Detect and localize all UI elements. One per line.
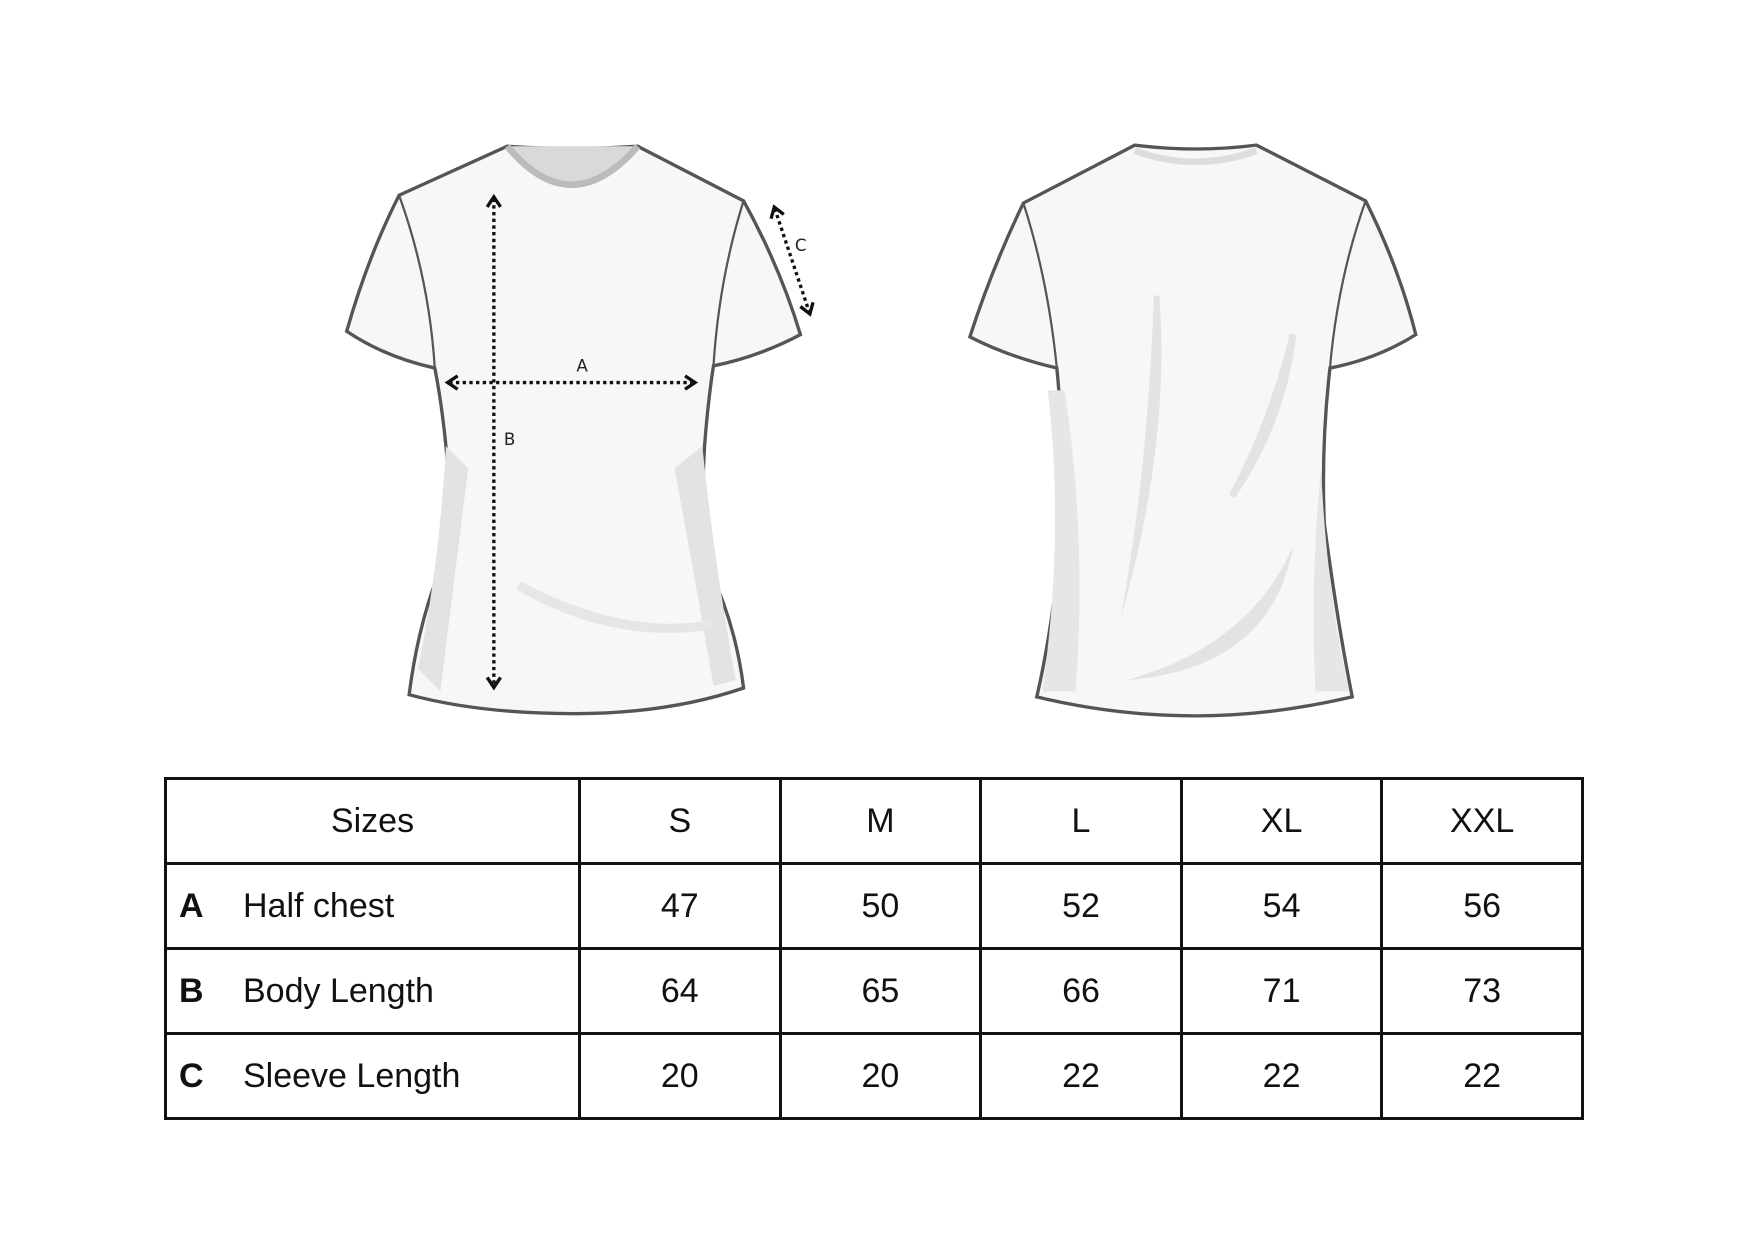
- cell: 22: [1380, 1032, 1584, 1120]
- header-size-s: S: [578, 777, 782, 865]
- cell: 65: [778, 947, 983, 1035]
- cell: 22: [979, 1032, 1183, 1120]
- row-name: Half chest: [243, 886, 395, 925]
- cell: 71: [1179, 947, 1384, 1035]
- size-chart-table: Sizes S M L XL XXL A Half chest 47 50 52 …: [164, 777, 1584, 1120]
- cell: 52: [979, 862, 1183, 950]
- row-name: Body Length: [243, 971, 434, 1010]
- cell: 54: [1179, 862, 1384, 950]
- header-size-l: L: [979, 777, 1183, 865]
- back-tshirt-illustration: [967, 143, 1418, 718]
- cell: 20: [578, 1032, 782, 1120]
- row-letter: B: [179, 971, 204, 1010]
- front-tshirt-illustration: A B C: [344, 144, 815, 716]
- label-a: A: [576, 355, 588, 375]
- header-size-xxl: XXL: [1380, 777, 1584, 865]
- cell: 50: [778, 862, 983, 950]
- cell: 47: [578, 862, 782, 950]
- label-b: B: [504, 429, 515, 449]
- header-size-m: M: [778, 777, 983, 865]
- cell: 56: [1380, 862, 1584, 950]
- header-sizes: Sizes: [164, 777, 581, 865]
- sleeve-length-arrow: [769, 204, 815, 317]
- table-row: C Sleeve Length 20 20 22 22 22: [164, 1032, 1584, 1120]
- header-size-xl: XL: [1179, 777, 1384, 865]
- row-label: A Half chest: [164, 862, 581, 950]
- cell: 64: [578, 947, 782, 1035]
- cell: 66: [979, 947, 1183, 1035]
- cell: 73: [1380, 947, 1584, 1035]
- table-header-row: Sizes S M L XL XXL: [164, 777, 1584, 865]
- row-label: C Sleeve Length: [164, 1032, 581, 1120]
- row-letter: C: [179, 1056, 204, 1095]
- table-row: A Half chest 47 50 52 54 56: [164, 862, 1584, 950]
- row-name: Sleeve Length: [243, 1056, 461, 1095]
- row-label: B Body Length: [164, 947, 581, 1035]
- cell: 22: [1179, 1032, 1384, 1120]
- row-letter: A: [179, 886, 204, 925]
- label-c: C: [795, 235, 807, 255]
- cell: 20: [778, 1032, 983, 1120]
- table-row: B Body Length 64 65 66 71 73: [164, 947, 1584, 1035]
